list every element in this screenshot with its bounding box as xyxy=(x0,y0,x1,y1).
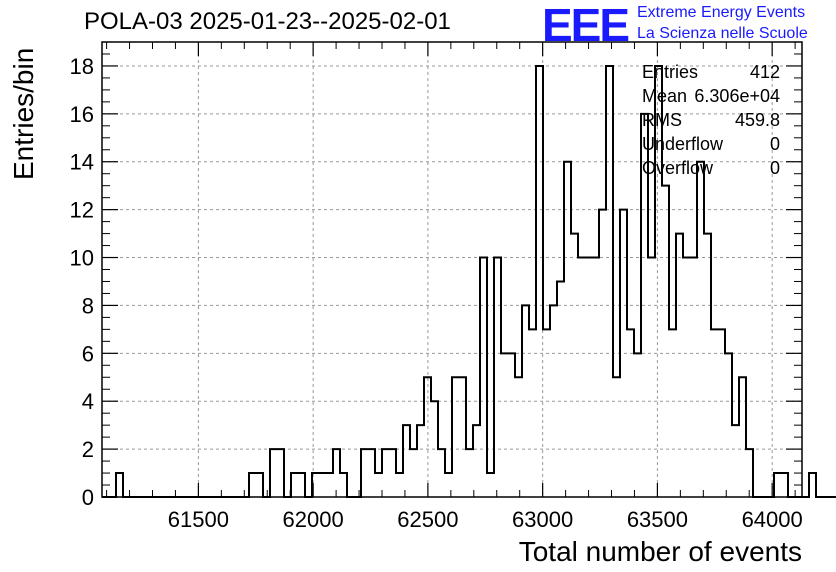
y-tick-label: 18 xyxy=(70,54,94,79)
y-tick-label: 10 xyxy=(70,246,94,271)
x-tick-label: 61500 xyxy=(168,507,229,532)
stats-label: RMS xyxy=(642,110,682,130)
stats-row-entries: Entries 412 xyxy=(642,60,780,84)
y-tick-label: 12 xyxy=(70,198,94,223)
logo-caption-line-2: La Scienza nelle Scuole xyxy=(637,25,808,42)
stats-value: 459.8 xyxy=(734,110,780,130)
x-tick-label: 63500 xyxy=(627,507,688,532)
stats-value: 6.306e+04 xyxy=(694,86,780,106)
y-axis-label: Entries/bin xyxy=(8,47,39,180)
logo-caption-line-1: Extreme Energy Events xyxy=(637,4,806,21)
stats-value: 0 xyxy=(769,134,780,154)
x-axis-label: Total number of events xyxy=(518,536,802,567)
stats-row-rms: RMS 459.8 xyxy=(642,108,780,132)
y-tick-label: 6 xyxy=(82,341,94,366)
x-tick-label: 62000 xyxy=(283,507,344,532)
x-tick-label: 62500 xyxy=(397,507,458,532)
y-tick-label: 0 xyxy=(82,485,94,510)
stats-label: Entries xyxy=(642,62,699,82)
plot-title: POLA-03 2025-01-23--2025-02-01 xyxy=(84,8,451,35)
tick-label-layer: 61500 62000 62500 63000 63500 64000 0 2 4 6 8 10 12 1… xyxy=(70,54,803,532)
stats-value: 412 xyxy=(749,62,780,82)
stats-label: Underflow xyxy=(642,134,724,154)
stats-box: Entries 412 Mean 6.306e+04 RMS 459.8 Und… xyxy=(642,60,780,180)
y-tick-label: 16 xyxy=(70,102,94,127)
histogram-outline xyxy=(102,64,836,498)
y-tick-label: 4 xyxy=(82,389,94,414)
stats-label: Overflow xyxy=(642,158,714,178)
stats-row-mean: Mean 6.306e+04 xyxy=(642,84,780,108)
stats-row-overflow: Overflow 0 xyxy=(642,156,780,180)
x-tick-label: 64000 xyxy=(742,507,803,532)
logo-caption: Extreme Energy Events La Scienza nelle S… xyxy=(637,2,808,44)
x-tick-label: 63000 xyxy=(512,507,573,532)
stats-label: Mean xyxy=(642,86,688,106)
grid-layer xyxy=(102,42,802,497)
y-tick-label: 8 xyxy=(82,293,94,318)
stats-value: 0 xyxy=(769,158,780,178)
y-tick-label: 14 xyxy=(70,150,94,175)
eee-logo: EEE xyxy=(542,0,630,51)
y-tick-label: 2 xyxy=(82,437,94,462)
stats-row-underflow: Underflow 0 xyxy=(642,132,780,156)
